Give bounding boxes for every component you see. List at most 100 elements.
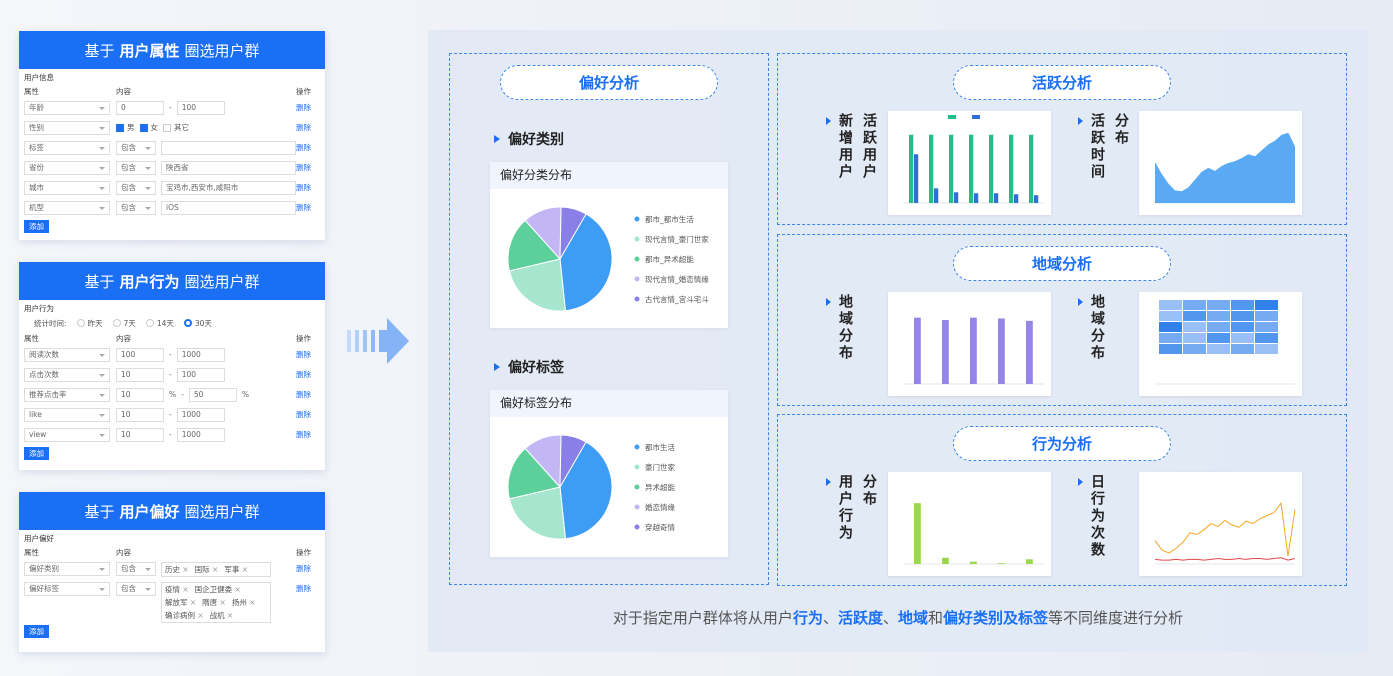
form-row: 推荐点击率 10% -50% 删除: [24, 385, 320, 405]
pie-slice: [559, 441, 613, 540]
tag-input[interactable]: 疫情国企卫健委解放军隋唐扬州确诊病例战机: [161, 582, 271, 623]
mini-chart-card: [888, 111, 1051, 215]
radio[interactable]: 昨天: [76, 318, 103, 329]
form-row: like 10-1000 删除: [24, 405, 320, 425]
select[interactable]: 包含: [116, 582, 156, 596]
add-button[interactable]: 添加: [24, 625, 49, 638]
column-header: 属性: [24, 333, 39, 343]
text-input[interactable]: 10: [116, 428, 164, 442]
text-input[interactable]: 10: [116, 408, 164, 422]
table-header: 属性 内容 操作: [24, 331, 320, 345]
attribute-select[interactable]: 偏好类别: [24, 562, 110, 576]
mini-chart-card: [1139, 472, 1302, 576]
heat-cell: [1231, 333, 1254, 343]
form-row: 偏好类别包含历史国际军事删除: [24, 559, 320, 579]
text-input[interactable]: 宝鸡市,西安市,咸阳市: [161, 181, 296, 195]
delete-link[interactable]: 删除: [296, 203, 311, 212]
radio[interactable]: 14天: [145, 318, 174, 329]
checkbox[interactable]: 女: [139, 121, 158, 135]
text-input[interactable]: 10: [116, 368, 164, 382]
text-input[interactable]: [161, 141, 296, 155]
attribute-select[interactable]: 偏好标签: [24, 582, 110, 596]
heat-cell: [1159, 311, 1182, 321]
text-input[interactable]: 0: [116, 101, 164, 115]
pie-chart: 都市_都市生活现代言情_豪门世家都市_异术超能现代言情_婚恋情缘古代言情_宫斗宅…: [507, 206, 709, 312]
text-input[interactable]: 1000: [176, 428, 225, 442]
label-column: 日行为次数: [1089, 474, 1105, 559]
text-input[interactable]: 1000: [176, 348, 225, 362]
delete-link[interactable]: 删除: [296, 564, 311, 573]
text-input[interactable]: 1000: [176, 408, 225, 422]
table-header: 属性 内容 操作: [24, 545, 320, 559]
attribute-select[interactable]: like: [24, 408, 110, 422]
radio[interactable]: 7天: [112, 318, 136, 329]
mini-chart: [1155, 132, 1295, 204]
title-bold: 用户行为: [119, 272, 180, 291]
tag: 隋唐: [202, 597, 226, 608]
attribute-select[interactable]: 推荐点击率: [24, 388, 110, 402]
separator: -: [169, 350, 172, 359]
text-input[interactable]: 陕西省: [161, 161, 296, 175]
delete-link[interactable]: 删除: [296, 350, 311, 359]
preference-box: [449, 53, 769, 585]
attribute-select[interactable]: 标签: [24, 141, 110, 155]
select[interactable]: 包含: [116, 201, 156, 215]
delete-link[interactable]: 删除: [296, 163, 311, 172]
delete-link[interactable]: 删除: [296, 143, 311, 152]
attribute-select[interactable]: view: [24, 428, 110, 442]
delete-link[interactable]: 删除: [296, 370, 311, 379]
text-input[interactable]: 100: [176, 101, 225, 115]
text-input[interactable]: 100: [116, 348, 164, 362]
form-header: 基于 用户属性 圈选用户群: [19, 31, 325, 69]
form-row: 省份 包含 陕西省 删除: [24, 158, 320, 178]
add-button[interactable]: 添加: [24, 220, 49, 233]
delete-link[interactable]: 删除: [296, 410, 311, 419]
legend-label: 豪门世家: [645, 462, 675, 472]
delete-link[interactable]: 删除: [296, 430, 311, 439]
attribute-form: 基于 用户属性 圈选用户群 用户信息 属性 内容 操作 年龄 0-100 删除 性别男女其它 删除 标签…: [19, 31, 325, 240]
row-content: 包含历史国际军事: [116, 562, 296, 577]
heat-cell: [1207, 333, 1230, 343]
delete-link[interactable]: 删除: [296, 584, 311, 593]
radio[interactable]: 30天: [183, 318, 212, 329]
row-content: 包含 iOS: [116, 201, 296, 215]
delete-link[interactable]: 删除: [296, 183, 311, 192]
form-body: 用户偏好属性内容操作偏好类别包含历史国际军事删除偏好标签包含疫情国企卫健委解放军…: [19, 530, 325, 641]
pie-slice: [559, 206, 587, 260]
attribute-select[interactable]: 城市: [24, 181, 110, 195]
row-content: 男 女 其它: [116, 121, 296, 135]
heat-cell: [1159, 300, 1182, 310]
delete-link[interactable]: 删除: [296, 390, 311, 399]
attribute-select[interactable]: 机型: [24, 201, 110, 215]
select[interactable]: 包含: [116, 161, 156, 175]
heat-cell: [1159, 333, 1182, 343]
select[interactable]: 包含: [116, 141, 156, 155]
attribute-select[interactable]: 点击次数: [24, 368, 110, 382]
add-button[interactable]: 添加: [24, 447, 49, 460]
legend-swatch: [948, 115, 956, 119]
vertical-label: 活跃时间 分布: [1078, 113, 1131, 181]
text-input[interactable]: iOS: [161, 201, 296, 215]
mini-chart-card: [1139, 292, 1302, 396]
select[interactable]: 包含: [116, 181, 156, 195]
delete-link[interactable]: 删除: [296, 123, 311, 132]
legend-dot: [634, 504, 640, 510]
attribute-select[interactable]: 省份: [24, 161, 110, 175]
attribute-select[interactable]: 年龄: [24, 101, 110, 115]
select[interactable]: 包含: [116, 562, 156, 576]
text-input[interactable]: 50: [188, 388, 237, 402]
delete-link[interactable]: 删除: [296, 103, 311, 112]
bar: [942, 557, 949, 564]
checkbox[interactable]: 男: [116, 121, 135, 135]
bar: [954, 192, 959, 203]
row-content: 10-1000: [116, 408, 296, 422]
attribute-select[interactable]: 阅读次数: [24, 348, 110, 362]
checkbox[interactable]: 其它: [163, 121, 189, 135]
text-input[interactable]: 100: [176, 368, 225, 382]
checkbox-label: 男: [127, 123, 135, 132]
flow-arrow: [347, 318, 409, 364]
attribute-select[interactable]: 性别: [24, 121, 110, 135]
pie-slice: [508, 258, 566, 312]
tag-input[interactable]: 历史国际军事: [161, 562, 271, 577]
text-input[interactable]: 10: [116, 388, 164, 402]
